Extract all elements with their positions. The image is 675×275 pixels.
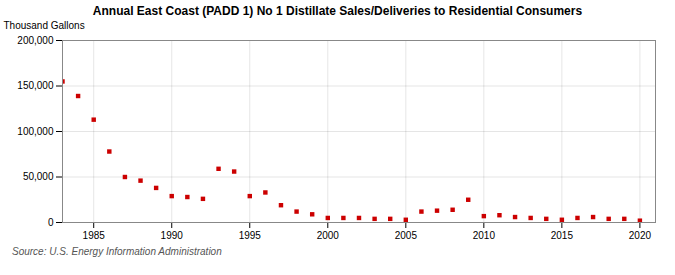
svg-text:200,000: 200,000 — [17, 35, 54, 46]
svg-text:0: 0 — [48, 217, 54, 228]
html-text:Source: U.S. Energy Informatio: Source: U.S. Energy Information Administ… — [12, 246, 222, 257]
svg-text:50,000: 50,000 — [23, 171, 54, 182]
svg-text:1990: 1990 — [161, 230, 184, 241]
svg-text:2005: 2005 — [395, 230, 418, 241]
svg-text:2015: 2015 — [551, 230, 574, 241]
svg-text:2010: 2010 — [473, 230, 496, 241]
svg-text:1995: 1995 — [239, 230, 262, 241]
svg-text:100,000: 100,000 — [17, 126, 54, 137]
svg-text:2000: 2000 — [317, 230, 340, 241]
svg-text:1985: 1985 — [83, 230, 106, 241]
svg-text:2020: 2020 — [629, 230, 652, 241]
html-text:Annual East Coast (PADD 1) No: Annual East Coast (PADD 1) No 1 Distilla… — [92, 4, 583, 18]
svg-text:Thousand Gallons: Thousand Gallons — [4, 20, 85, 31]
svg-text:150,000: 150,000 — [17, 80, 54, 91]
